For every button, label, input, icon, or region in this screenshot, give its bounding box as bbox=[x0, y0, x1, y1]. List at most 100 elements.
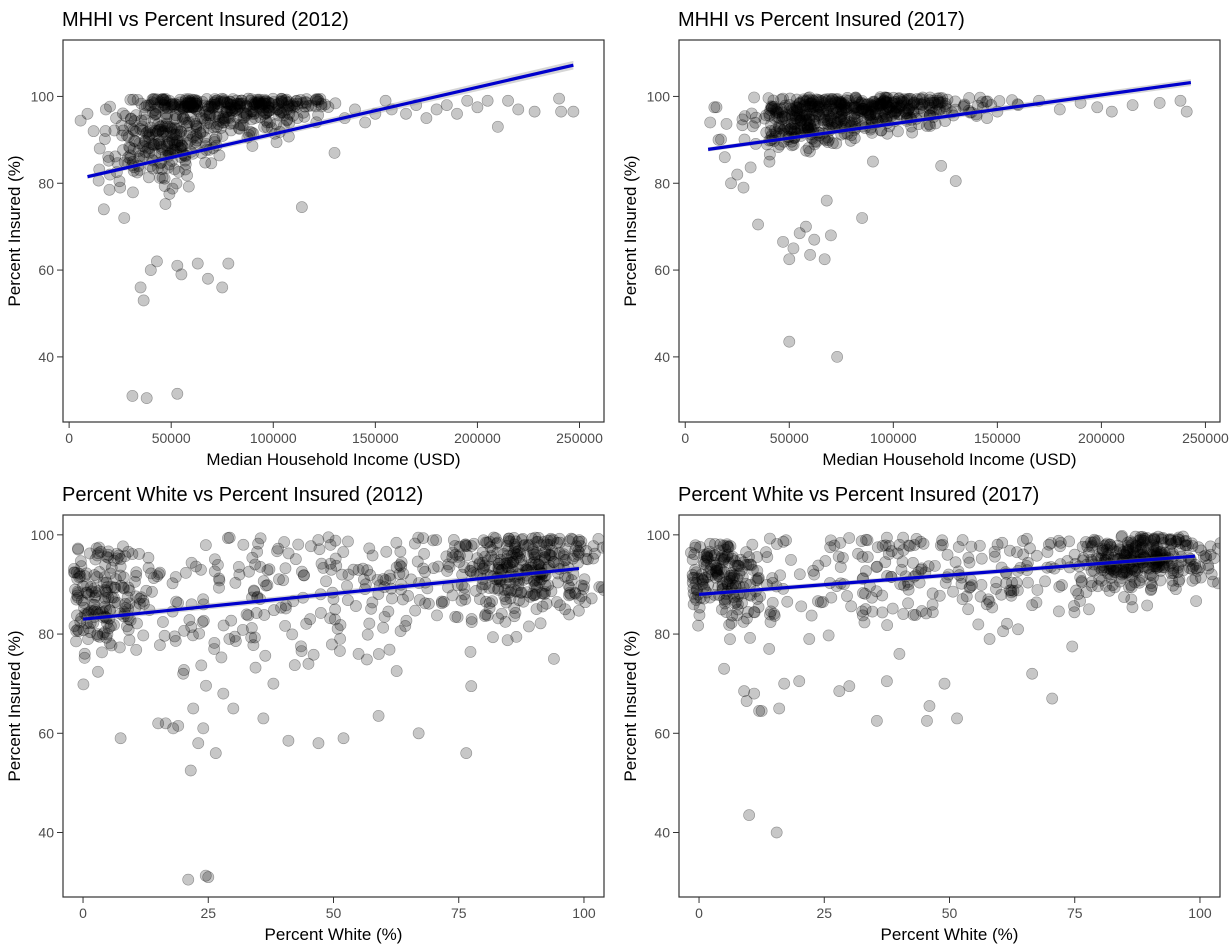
data-point bbox=[258, 97, 271, 110]
data-point bbox=[773, 702, 786, 715]
data-point bbox=[522, 620, 535, 633]
data-point bbox=[760, 109, 773, 122]
data-point bbox=[185, 556, 198, 569]
data-point bbox=[221, 97, 234, 110]
data-point bbox=[168, 128, 181, 141]
data-point bbox=[75, 594, 88, 607]
data-point bbox=[1147, 540, 1160, 552]
data-point bbox=[1131, 565, 1143, 578]
data-point bbox=[983, 633, 996, 645]
data-point bbox=[1153, 560, 1165, 573]
data-point bbox=[833, 98, 846, 111]
data-point bbox=[510, 552, 523, 564]
data-point bbox=[724, 540, 737, 553]
data-point bbox=[793, 568, 806, 581]
data-point bbox=[823, 93, 835, 105]
data-point bbox=[183, 116, 195, 129]
data-point bbox=[876, 589, 889, 602]
data-point bbox=[187, 100, 200, 113]
data-point bbox=[973, 539, 986, 552]
data-point bbox=[963, 581, 976, 594]
data-point bbox=[812, 595, 824, 608]
data-point bbox=[1026, 599, 1039, 612]
data-point bbox=[215, 122, 227, 134]
data-point bbox=[802, 92, 814, 105]
data-point bbox=[413, 594, 426, 606]
data-point bbox=[152, 118, 165, 131]
data-point bbox=[261, 116, 274, 129]
data-point bbox=[857, 587, 869, 599]
data-point bbox=[600, 542, 604, 553]
data-point bbox=[529, 588, 542, 601]
data-point bbox=[1103, 584, 1116, 597]
data-point bbox=[271, 545, 283, 558]
data-point bbox=[511, 545, 524, 558]
data-point bbox=[1147, 541, 1160, 554]
data-point bbox=[810, 93, 823, 106]
data-point bbox=[704, 116, 717, 129]
data-point bbox=[300, 617, 313, 630]
data-point bbox=[925, 96, 937, 109]
data-point bbox=[312, 534, 325, 546]
data-point bbox=[798, 108, 811, 121]
data-point bbox=[217, 110, 230, 123]
y-tick-label: 40 bbox=[38, 349, 54, 365]
data-point bbox=[1007, 584, 1020, 597]
data-point bbox=[803, 98, 816, 111]
data-point bbox=[1068, 606, 1081, 619]
data-point bbox=[232, 561, 245, 573]
data-point bbox=[776, 110, 789, 123]
data-point bbox=[834, 95, 847, 108]
data-point bbox=[774, 122, 787, 135]
data-point bbox=[211, 108, 224, 120]
data-point bbox=[874, 93, 886, 105]
data-point bbox=[1056, 579, 1068, 592]
data-point bbox=[793, 111, 806, 124]
data-point bbox=[190, 123, 203, 135]
data-point bbox=[183, 126, 196, 139]
x-tick-label: 50 bbox=[942, 905, 958, 921]
data-point bbox=[916, 91, 929, 104]
data-point bbox=[159, 120, 171, 133]
data-point bbox=[247, 98, 259, 110]
data-point bbox=[751, 551, 763, 563]
data-point bbox=[764, 605, 777, 618]
data-point bbox=[818, 111, 830, 124]
data-point bbox=[208, 636, 221, 649]
data-point bbox=[510, 630, 523, 643]
data-point bbox=[842, 102, 855, 114]
data-point bbox=[190, 134, 203, 147]
data-point bbox=[322, 531, 335, 544]
data-point bbox=[237, 119, 250, 132]
data-point bbox=[709, 559, 722, 572]
data-point bbox=[449, 610, 462, 623]
data-point bbox=[1191, 564, 1204, 577]
data-point bbox=[572, 604, 585, 617]
y-tick-label: 80 bbox=[38, 175, 54, 191]
data-point bbox=[1121, 545, 1133, 558]
data-point bbox=[121, 591, 134, 604]
data-point bbox=[1102, 567, 1114, 580]
data-point bbox=[111, 597, 124, 609]
data-point bbox=[382, 605, 395, 618]
data-point bbox=[866, 100, 879, 113]
data-point bbox=[847, 101, 860, 114]
data-point bbox=[412, 727, 425, 740]
data-point bbox=[194, 126, 207, 139]
data-point bbox=[184, 764, 197, 777]
data-point bbox=[949, 556, 962, 569]
data-point bbox=[1091, 535, 1104, 547]
data-point bbox=[1003, 584, 1016, 597]
data-point bbox=[746, 120, 759, 133]
data-point bbox=[900, 107, 913, 119]
data-point bbox=[920, 607, 933, 620]
data-point bbox=[752, 572, 765, 585]
data-point bbox=[812, 559, 825, 572]
data-point bbox=[882, 96, 895, 109]
data-point bbox=[808, 568, 821, 581]
data-point bbox=[885, 110, 898, 123]
data-point bbox=[813, 109, 825, 121]
data-point bbox=[258, 609, 271, 621]
data-point bbox=[124, 149, 137, 162]
data-point bbox=[459, 540, 472, 552]
